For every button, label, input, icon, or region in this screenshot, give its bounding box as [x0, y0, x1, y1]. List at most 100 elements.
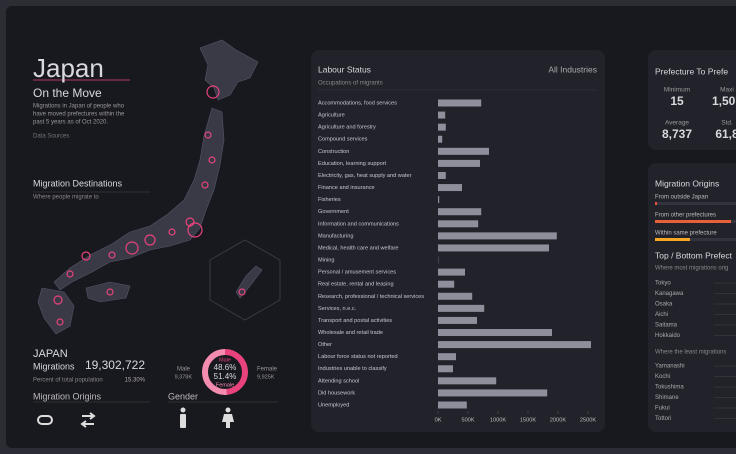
stat-label: Maxi — [720, 87, 734, 94]
section-title: Gender — [168, 391, 198, 401]
prefecture-name: Osaka — [655, 302, 673, 308]
y-tick-label: Other — [318, 342, 332, 348]
prefecture-name: Tottori — [655, 416, 671, 422]
section-subtitle: Where people migrate to — [33, 195, 99, 201]
map-honshu — [53, 107, 225, 291]
panel-subtitle: Where most migrations orig — [655, 266, 728, 272]
map-marker — [204, 131, 212, 139]
y-tick-label: Fisheries — [318, 197, 341, 203]
icon-loop — [37, 415, 53, 425]
origin-track — [655, 202, 736, 205]
description-line: have moved prefectures within the — [33, 112, 125, 118]
y-tick-label: Agriculture and forestry — [318, 125, 376, 131]
origin-label: Within same prefecture — [655, 231, 717, 237]
prefecture-name: Saitama — [655, 323, 678, 329]
bar — [438, 135, 443, 143]
chart-subtitle: Occupations of migrants — [318, 81, 383, 87]
bar — [438, 184, 462, 192]
bar — [438, 208, 482, 216]
bar — [438, 196, 440, 204]
bar — [438, 244, 549, 252]
chart-title: Labour Status — [318, 64, 371, 74]
pct-label: Percent of total population — [33, 378, 103, 384]
origin-bar — [655, 220, 731, 223]
bar — [438, 292, 473, 300]
bar — [438, 316, 477, 324]
stats-panel — [648, 50, 736, 150]
gender-count: 9,925K — [257, 374, 275, 380]
bar — [438, 377, 497, 385]
gender-label: Male — [177, 367, 191, 373]
y-tick-label: Industries unable to classify — [318, 366, 387, 372]
map-hokkaido — [199, 39, 259, 101]
origin-label: From outside Japan — [655, 195, 708, 201]
section-title: Migration Destinations — [33, 178, 123, 188]
stat-value: 15 — [670, 94, 684, 108]
y-tick-label: Medical, health care and welfare — [318, 245, 399, 251]
bar — [438, 341, 591, 349]
bar — [438, 365, 453, 373]
map-marker — [206, 85, 220, 99]
y-tick-label: Government — [318, 209, 349, 215]
page-subtitle: On the Move — [33, 86, 102, 100]
stat-value: 61,8 — [715, 127, 736, 141]
bar — [438, 147, 489, 155]
y-tick-label: Transport and postal activities — [318, 318, 392, 324]
data-sources-link[interactable]: Data Sources — [33, 134, 69, 140]
y-tick-label: Agriculture — [318, 113, 345, 119]
origin-label: From other prefectures — [655, 213, 716, 219]
donut-segment — [224, 349, 248, 395]
migrations-label: Migrations — [33, 361, 75, 371]
origins-panel — [648, 163, 736, 432]
map-marker — [201, 181, 209, 189]
migrations-total: 19,302,722 — [85, 358, 145, 372]
y-tick-label: Information and communications — [318, 221, 399, 227]
bar — [438, 123, 446, 131]
donut-segment — [202, 349, 228, 395]
donut-value: 48.6% — [214, 363, 237, 372]
map-marker — [187, 222, 203, 238]
panel-title: Prefecture To Prefe — [655, 66, 728, 76]
industry-filter[interactable]: All Industries — [548, 64, 597, 74]
y-tick-label: Electricity, gas, heat supply and water — [318, 173, 412, 179]
bar — [438, 268, 465, 276]
map-shikoku — [85, 281, 131, 303]
x-tick-label: 0K — [435, 417, 442, 423]
bar — [438, 304, 485, 312]
icon-male-body — [180, 414, 186, 428]
map-marker — [238, 288, 246, 296]
y-tick-label: Education, learning support — [318, 161, 387, 167]
y-tick-label: Manufacturing — [318, 233, 353, 239]
section-title: Migration Origins — [33, 391, 102, 401]
prefecture-name: Hokkaido — [655, 333, 681, 339]
donut-label: Male — [219, 357, 231, 363]
donut-label: Female — [216, 382, 234, 388]
prefecture-name: Shimane — [655, 395, 679, 401]
gender-label: Female — [257, 367, 278, 373]
origin-track — [655, 238, 736, 241]
bar — [438, 232, 557, 240]
x-tick-label: 2000K — [550, 417, 566, 423]
pct-value: 15.30% — [125, 378, 146, 384]
map-marker — [185, 217, 195, 227]
stat-value: 8,737 — [662, 127, 692, 141]
prefecture-name: Fukui — [655, 406, 670, 412]
y-tick-label: Compound services — [318, 137, 368, 143]
bar — [438, 171, 446, 179]
prefecture-name: Kochi — [655, 374, 670, 380]
y-tick-label: Wholesale and retail trade — [318, 330, 383, 336]
map-kyushu — [37, 287, 75, 335]
bar — [438, 111, 446, 119]
icon-female-body — [222, 414, 234, 428]
map-markers — [53, 85, 246, 326]
gender-count: 9,378K — [175, 374, 193, 380]
map-marker — [168, 228, 176, 236]
gender-icons — [180, 407, 234, 428]
stat-label: Minimum — [664, 87, 690, 94]
japan-map — [37, 39, 263, 335]
map-marker — [56, 318, 64, 326]
origin-icons — [37, 412, 96, 428]
prefecture-name: Yamanashi — [655, 364, 685, 370]
panel-subtitle: Where the least migrations — [655, 350, 726, 356]
